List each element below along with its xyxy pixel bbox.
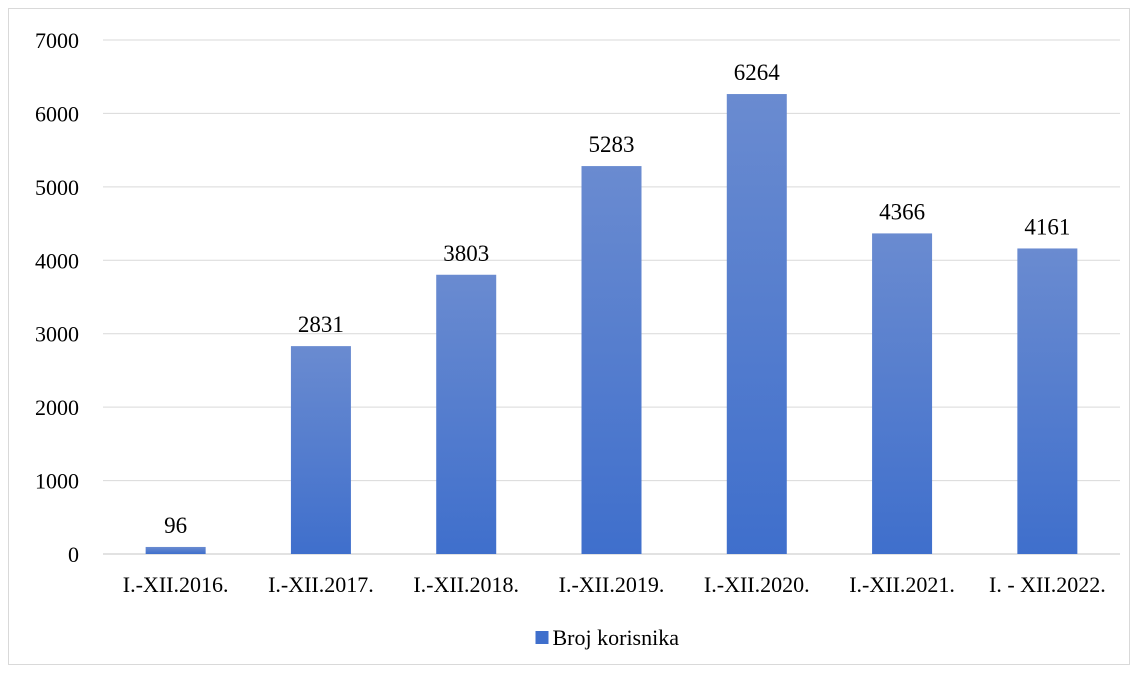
y-axis: 0 1000 2000 3000 4000 5000 6000 7000: [35, 28, 79, 567]
data-label: 4366: [879, 199, 925, 224]
y-tick-label: 7000: [35, 28, 79, 53]
y-tick-label: 1000: [35, 469, 79, 494]
bar: [436, 274, 497, 554]
y-tick-label: 0: [68, 542, 79, 567]
y-tick-label: 3000: [35, 322, 79, 347]
x-tick-label: I.-XII.2016.: [123, 572, 229, 597]
x-tick-label: I.-XII.2019.: [559, 572, 665, 597]
legend-swatch: [535, 631, 549, 644]
data-label: 96: [164, 513, 187, 538]
chart-frame: [8, 8, 1130, 665]
y-tick-label: 5000: [35, 175, 79, 200]
data-label: 5283: [589, 132, 635, 157]
y-tick-label: 6000: [35, 101, 79, 126]
legend: Broj korisnika: [535, 625, 680, 650]
y-tick-label: 2000: [35, 395, 79, 420]
x-tick-label: I. - XII.2022.: [989, 572, 1106, 597]
x-tick-label: I.-XII.2021.: [849, 572, 955, 597]
legend-label: Broj korisnika: [553, 625, 680, 650]
data-labels: 96 2831 3803 5283 6264 4366 4161: [164, 60, 1070, 538]
bar: [145, 546, 206, 554]
x-tick-label: I.-XII.2017.: [268, 572, 374, 597]
data-label: 3803: [443, 241, 489, 266]
x-tick-label: I.-XII.2018.: [413, 572, 519, 597]
y-tick-label: 4000: [35, 248, 79, 273]
bar: [1017, 248, 1078, 554]
data-label: 6264: [734, 60, 781, 85]
bar: [581, 166, 642, 555]
bars: [145, 94, 1078, 555]
bar: [726, 94, 787, 554]
x-tick-label: I.-XII.2020.: [704, 572, 810, 597]
x-axis: I.-XII.2016. I.-XII.2017. I.-XII.2018. I.-X…: [123, 572, 1106, 597]
bar: [872, 233, 933, 554]
data-label: 2831: [298, 312, 344, 337]
bar: [290, 346, 351, 554]
data-label: 4161: [1024, 214, 1070, 239]
